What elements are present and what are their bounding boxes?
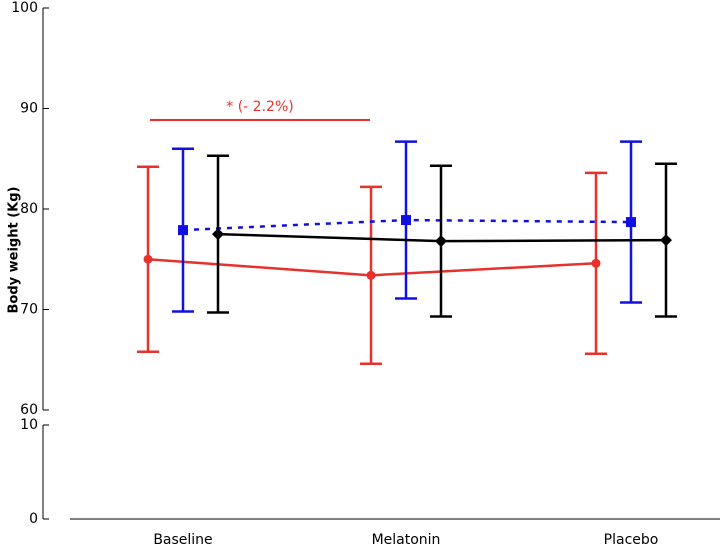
y-tick-label: 70	[20, 302, 38, 318]
marker	[591, 258, 601, 268]
y-axis-label: Body weight (Kg)	[7, 187, 22, 314]
annotation-text: * (- 2.2%)	[226, 99, 293, 115]
y-tick-label: 10	[20, 417, 38, 433]
y-tick-label: 0	[29, 511, 38, 527]
y-tick-label: 90	[20, 101, 38, 117]
x-tick-label: Melatonin	[372, 532, 441, 548]
y-tick-label: 100	[11, 0, 38, 16]
marker	[401, 215, 411, 226]
x-tick-label: Baseline	[153, 532, 212, 548]
marker	[435, 235, 447, 248]
marker	[143, 254, 153, 264]
x-tick-label: Placebo	[604, 532, 659, 548]
y-tick-label: 60	[20, 402, 38, 418]
marker	[626, 217, 636, 228]
y-tick-label: 80	[20, 201, 38, 217]
marker	[660, 234, 672, 247]
marker	[212, 228, 224, 241]
marker	[366, 270, 376, 280]
marker	[178, 225, 188, 236]
